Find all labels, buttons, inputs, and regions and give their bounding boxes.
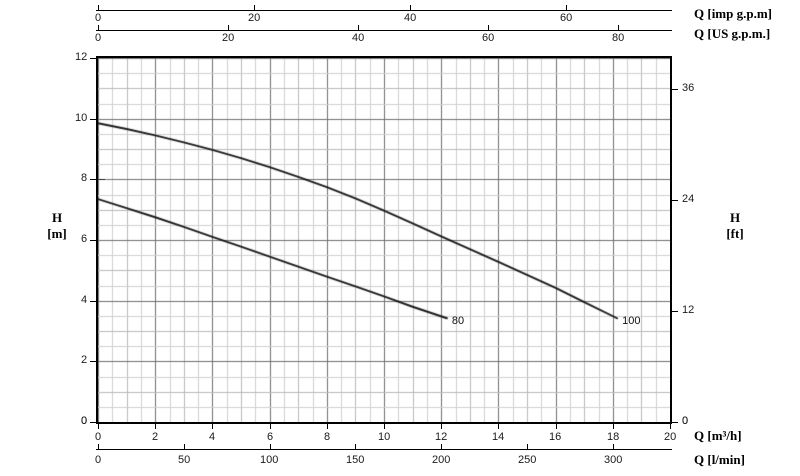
us-gpm-unit-label: Q [US g.p.m.]	[694, 26, 771, 41]
imp-gpm-tick-label: 20	[248, 12, 261, 24]
lmin-tick-label: 300	[604, 454, 623, 466]
lmin-tick	[613, 444, 614, 449]
m3h-unit-label: Q [m³/h]	[694, 428, 742, 443]
h-ft-axis-title: H [ft]	[712, 210, 758, 241]
curve-label-100: 100	[622, 315, 641, 328]
h-m-tick	[90, 58, 96, 59]
h-m-axis-title-line1: H	[51, 210, 63, 225]
lmin-tick	[355, 444, 356, 449]
us-gpm-tick-label: 60	[482, 32, 495, 44]
plot-area: 80 100	[96, 56, 672, 424]
imp-gpm-tick	[98, 5, 99, 10]
h-m-tick	[90, 240, 96, 241]
us-gpm-tick	[618, 25, 619, 30]
m3h-tick	[556, 424, 557, 429]
us-gpm-line	[96, 30, 672, 31]
h-m-tick-label: 0	[81, 415, 88, 427]
lmin-tick-label: 200	[432, 454, 451, 466]
m3h-tick-label: 6	[267, 431, 274, 443]
m3h-tick	[212, 424, 213, 429]
h-ft-zero-label-dup: 0	[682, 415, 689, 427]
m3h-tick	[498, 424, 499, 429]
m3h-tick	[384, 424, 385, 429]
h-ft-tick-label: 24	[682, 193, 695, 205]
h-m-axis-title: H [m]	[34, 210, 80, 241]
m3h-tick-label: 18	[607, 431, 620, 443]
curve-label-80: 80	[451, 315, 465, 328]
chart-curves	[98, 58, 670, 422]
h-m-tick-label: 8	[81, 172, 88, 184]
imp-gpm-unit-label: Q [imp g.p.m]	[694, 6, 772, 21]
m3h-tick	[613, 424, 614, 429]
m3h-tick-label: 14	[492, 431, 505, 443]
h-m-tick	[90, 119, 96, 120]
h-m-tick-label: 4	[81, 294, 88, 306]
us-gpm-tick	[488, 25, 489, 30]
h-m-tick-label: 12	[75, 51, 88, 63]
h-ft-axis-title-line2: [ft]	[726, 225, 744, 241]
lmin-tick	[270, 444, 271, 449]
m3h-tick-label: 0	[95, 431, 102, 443]
imp-gpm-tick-label: 40	[404, 12, 417, 24]
h-ft-tick-label: 12	[682, 304, 695, 316]
h-m-zero-label-dup: 0	[81, 415, 88, 427]
h-ft-tick	[672, 200, 678, 201]
h-m-tick-label: 10	[75, 112, 88, 124]
h-ft-tick-label: 0	[682, 415, 689, 427]
lmin-tick-label: 100	[260, 454, 279, 466]
h-ft-axis-title-line1: H	[729, 210, 741, 225]
h-m-tick	[90, 301, 96, 302]
imp-gpm-line	[96, 10, 672, 11]
m3h-tick-label: 12	[435, 431, 448, 443]
us-gpm-tick-label: 80	[612, 32, 625, 44]
lmin-tick	[441, 444, 442, 449]
h-m-tick	[90, 422, 96, 423]
m3h-tick-label: 16	[549, 431, 562, 443]
h-ft-tick-label: 36	[682, 82, 695, 94]
us-gpm-tick-label: 40	[352, 32, 365, 44]
us-gpm-tick	[98, 25, 99, 30]
lmin-line	[96, 449, 672, 450]
m3h-tick	[441, 424, 442, 429]
m3h-tick	[327, 424, 328, 429]
m3h-tick-label: 4	[209, 431, 216, 443]
lmin-tick-label: 150	[346, 454, 365, 466]
us-gpm-tick-label: 0	[95, 32, 102, 44]
h-ft-tick	[672, 311, 678, 312]
duty-point-marker	[98, 179, 105, 180]
us-gpm-tick	[228, 25, 229, 30]
lmin-tick-label: 50	[178, 454, 191, 466]
imp-gpm-tick-label: 60	[560, 12, 573, 24]
imp-gpm-tick	[566, 5, 567, 10]
lmin-unit-label: Q [l/min]	[694, 452, 745, 467]
imp-gpm-tick-label: 0	[95, 12, 102, 24]
h-m-tick	[90, 179, 96, 180]
m3h-tick-label: 20	[664, 431, 677, 443]
h-ft-tick	[672, 89, 678, 90]
m3h-tick	[155, 424, 156, 429]
h-m-tick-label: 6	[81, 233, 88, 245]
h-m-tick-label: 2	[81, 354, 88, 366]
imp-gpm-tick	[254, 5, 255, 10]
us-gpm-tick-label: 20	[222, 32, 235, 44]
lmin-tick	[527, 444, 528, 449]
m3h-tick	[270, 424, 271, 429]
lmin-tick	[98, 444, 99, 449]
us-gpm-tick	[358, 25, 359, 30]
m3h-tick	[670, 424, 671, 429]
h-ft-tick	[672, 422, 678, 423]
m3h-tick-label: 2	[152, 431, 159, 443]
imp-gpm-tick	[410, 5, 411, 10]
lmin-tick-label: 250	[518, 454, 537, 466]
lmin-tick	[184, 444, 185, 449]
m3h-tick-label: 10	[378, 431, 391, 443]
m3h-tick-label: 8	[324, 431, 331, 443]
lmin-tick-label: 0	[95, 454, 102, 466]
h-m-axis-title-line2: [m]	[47, 225, 67, 241]
m3h-tick	[98, 424, 99, 429]
h-m-tick	[90, 361, 96, 362]
